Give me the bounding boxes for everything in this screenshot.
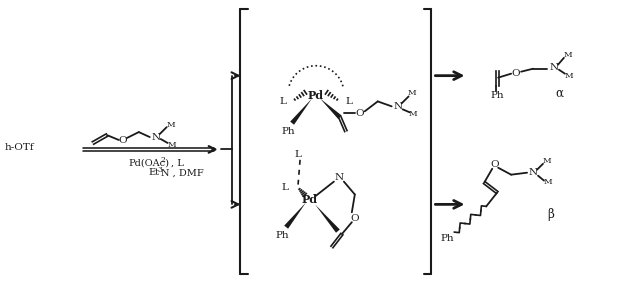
Text: Et: Et xyxy=(149,168,160,177)
Text: , L: , L xyxy=(170,158,184,167)
Text: h-OTf: h-OTf xyxy=(4,143,34,153)
Text: L: L xyxy=(281,183,288,192)
Text: Ph: Ph xyxy=(281,127,295,136)
Text: O: O xyxy=(350,214,359,223)
Text: 3: 3 xyxy=(158,166,163,174)
Text: M: M xyxy=(565,72,573,80)
Text: M: M xyxy=(563,51,572,59)
Text: N: N xyxy=(550,63,558,72)
Text: α: α xyxy=(555,87,563,100)
Text: Pd(OAc): Pd(OAc) xyxy=(128,158,169,167)
Text: O: O xyxy=(512,69,521,78)
Text: M: M xyxy=(167,141,176,149)
Text: Ph: Ph xyxy=(440,233,454,243)
Text: L: L xyxy=(295,150,302,159)
Text: M: M xyxy=(167,121,175,129)
Text: M: M xyxy=(408,110,417,118)
Text: 2: 2 xyxy=(161,156,165,164)
Text: N: N xyxy=(334,173,343,182)
Text: O: O xyxy=(490,160,498,169)
Polygon shape xyxy=(320,98,341,119)
Text: Pd: Pd xyxy=(302,194,318,205)
Text: β: β xyxy=(548,208,555,221)
Text: N: N xyxy=(393,102,402,111)
Polygon shape xyxy=(284,202,306,229)
Polygon shape xyxy=(315,204,340,233)
Text: Ph: Ph xyxy=(275,231,289,240)
Text: M: M xyxy=(543,157,551,165)
Text: N: N xyxy=(151,132,160,142)
Text: Pd: Pd xyxy=(308,90,324,101)
Text: O: O xyxy=(119,136,127,145)
Text: L: L xyxy=(346,97,353,106)
Text: N , DMF: N , DMF xyxy=(161,168,203,177)
Text: N: N xyxy=(529,168,538,177)
Text: M: M xyxy=(544,178,552,186)
Text: Ph: Ph xyxy=(490,91,504,100)
Text: M: M xyxy=(407,89,416,97)
Text: L: L xyxy=(280,97,286,106)
Polygon shape xyxy=(290,98,312,125)
Text: O: O xyxy=(355,109,364,118)
